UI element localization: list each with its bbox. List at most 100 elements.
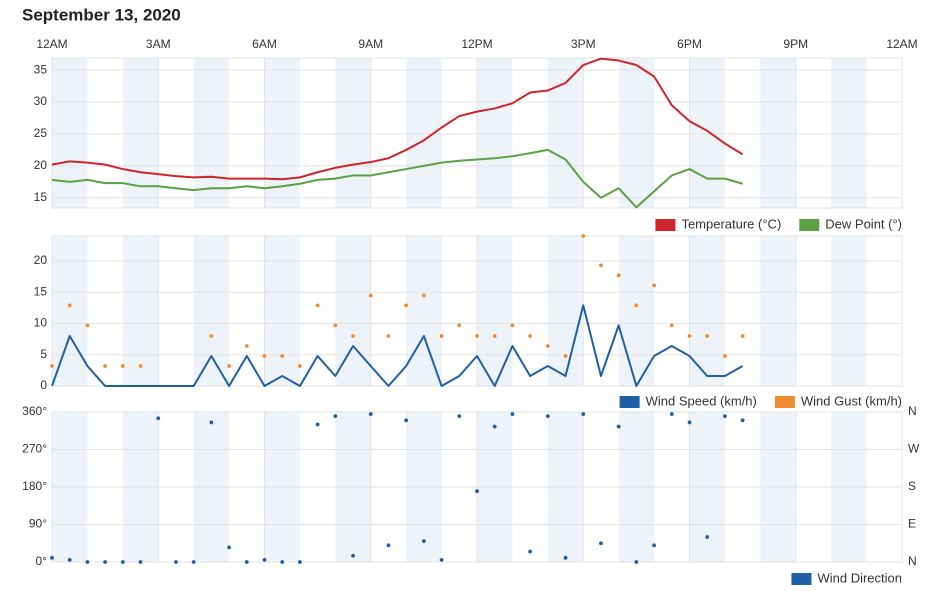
data-point: [227, 364, 231, 368]
y2-tick-label: S: [908, 479, 916, 493]
data-point: [244, 344, 249, 348]
data-point: [687, 334, 692, 338]
data-point: [723, 354, 727, 358]
legend-swatch: [799, 219, 820, 231]
data-point: [50, 555, 54, 560]
data-point: [404, 303, 409, 308]
data-point: [510, 412, 515, 416]
y-tick-label: 30: [34, 94, 48, 108]
series-line: [51, 304, 744, 387]
data-point: [85, 560, 90, 564]
y-tick-label: 5: [40, 347, 47, 361]
data-point: [439, 334, 444, 338]
data-point: [669, 412, 674, 416]
hour-band: [52, 236, 88, 386]
data-point: [368, 293, 373, 298]
legend-label: Dew Point (°): [825, 216, 902, 231]
data-point: [492, 424, 497, 429]
data-point: [652, 283, 656, 288]
data-point: [386, 334, 391, 338]
data-point: [50, 364, 54, 368]
data-point: [280, 354, 285, 358]
data-point: [386, 543, 391, 548]
data-point: [581, 412, 586, 416]
hour-band: [264, 236, 300, 386]
hour-band: [406, 58, 442, 208]
hour-band: [477, 58, 513, 208]
data-point: [298, 364, 302, 368]
data-point: [545, 414, 550, 419]
x-tick-label: 3PM: [571, 37, 596, 51]
data-point: [528, 334, 533, 338]
data-point: [439, 558, 444, 562]
data-point: [67, 303, 72, 308]
data-point: [156, 416, 161, 421]
legend-label: Temperature (°C): [681, 216, 781, 231]
data-point: [705, 334, 710, 338]
data-point: [634, 560, 639, 564]
data-point: [227, 545, 231, 550]
hour-band: [122, 236, 159, 386]
y-tick-label: 15: [34, 190, 48, 204]
data-point: [315, 303, 320, 308]
data-point: [740, 334, 745, 338]
x-tick-label: 9PM: [783, 37, 808, 51]
data-point: [740, 418, 745, 423]
y2-tick-label: N: [908, 554, 917, 568]
data-point: [563, 354, 568, 358]
legend-label: Wind Direction: [817, 570, 902, 585]
series-line: [51, 57, 744, 181]
data-point: [421, 539, 426, 544]
data-point: [475, 489, 479, 494]
data-point: [138, 560, 143, 564]
data-point: [634, 303, 639, 308]
y-tick-label: 0°: [36, 554, 48, 568]
y-tick-label: 25: [34, 126, 48, 140]
data-point: [333, 323, 338, 328]
hour-band: [831, 58, 867, 208]
hour-band: [547, 236, 584, 386]
data-point: [120, 560, 125, 564]
data-point: [262, 354, 267, 358]
data-point: [103, 364, 108, 368]
y-tick-label: 270°: [22, 442, 47, 456]
y-tick-label: 90°: [29, 517, 47, 531]
data-point: [174, 560, 178, 564]
hour-band: [193, 236, 230, 386]
y-tick-label: 180°: [22, 479, 47, 493]
data-point: [528, 549, 533, 554]
y2-tick-label: W: [908, 442, 920, 456]
data-point: [599, 263, 603, 268]
y-tick-label: 10: [34, 316, 48, 330]
data-point: [616, 424, 621, 429]
data-point: [705, 535, 710, 539]
data-point: [262, 558, 267, 562]
data-point: [67, 558, 72, 562]
hour-band: [335, 58, 371, 208]
hour-band: [760, 58, 796, 208]
data-point: [333, 414, 338, 419]
x-tick-label: 6PM: [677, 37, 702, 51]
hour-band: [122, 58, 159, 208]
data-point: [492, 334, 497, 338]
data-point: [510, 323, 515, 328]
y2-tick-label: N: [908, 404, 917, 418]
data-point: [138, 364, 143, 368]
hour-band: [406, 236, 442, 386]
hour-band: [760, 236, 796, 386]
legend-label: Wind Speed (km/h): [646, 393, 757, 408]
data-point: [581, 234, 586, 238]
hour-band: [264, 58, 300, 208]
data-point: [723, 414, 727, 419]
data-point: [599, 541, 603, 546]
data-point: [85, 323, 90, 328]
data-point: [404, 418, 409, 423]
data-point: [351, 553, 355, 558]
x-tick-label: 9AM: [358, 37, 383, 51]
hour-band: [547, 58, 584, 208]
data-point: [687, 420, 692, 425]
hour-band: [618, 58, 655, 208]
data-point: [191, 560, 196, 564]
data-point: [103, 560, 108, 564]
